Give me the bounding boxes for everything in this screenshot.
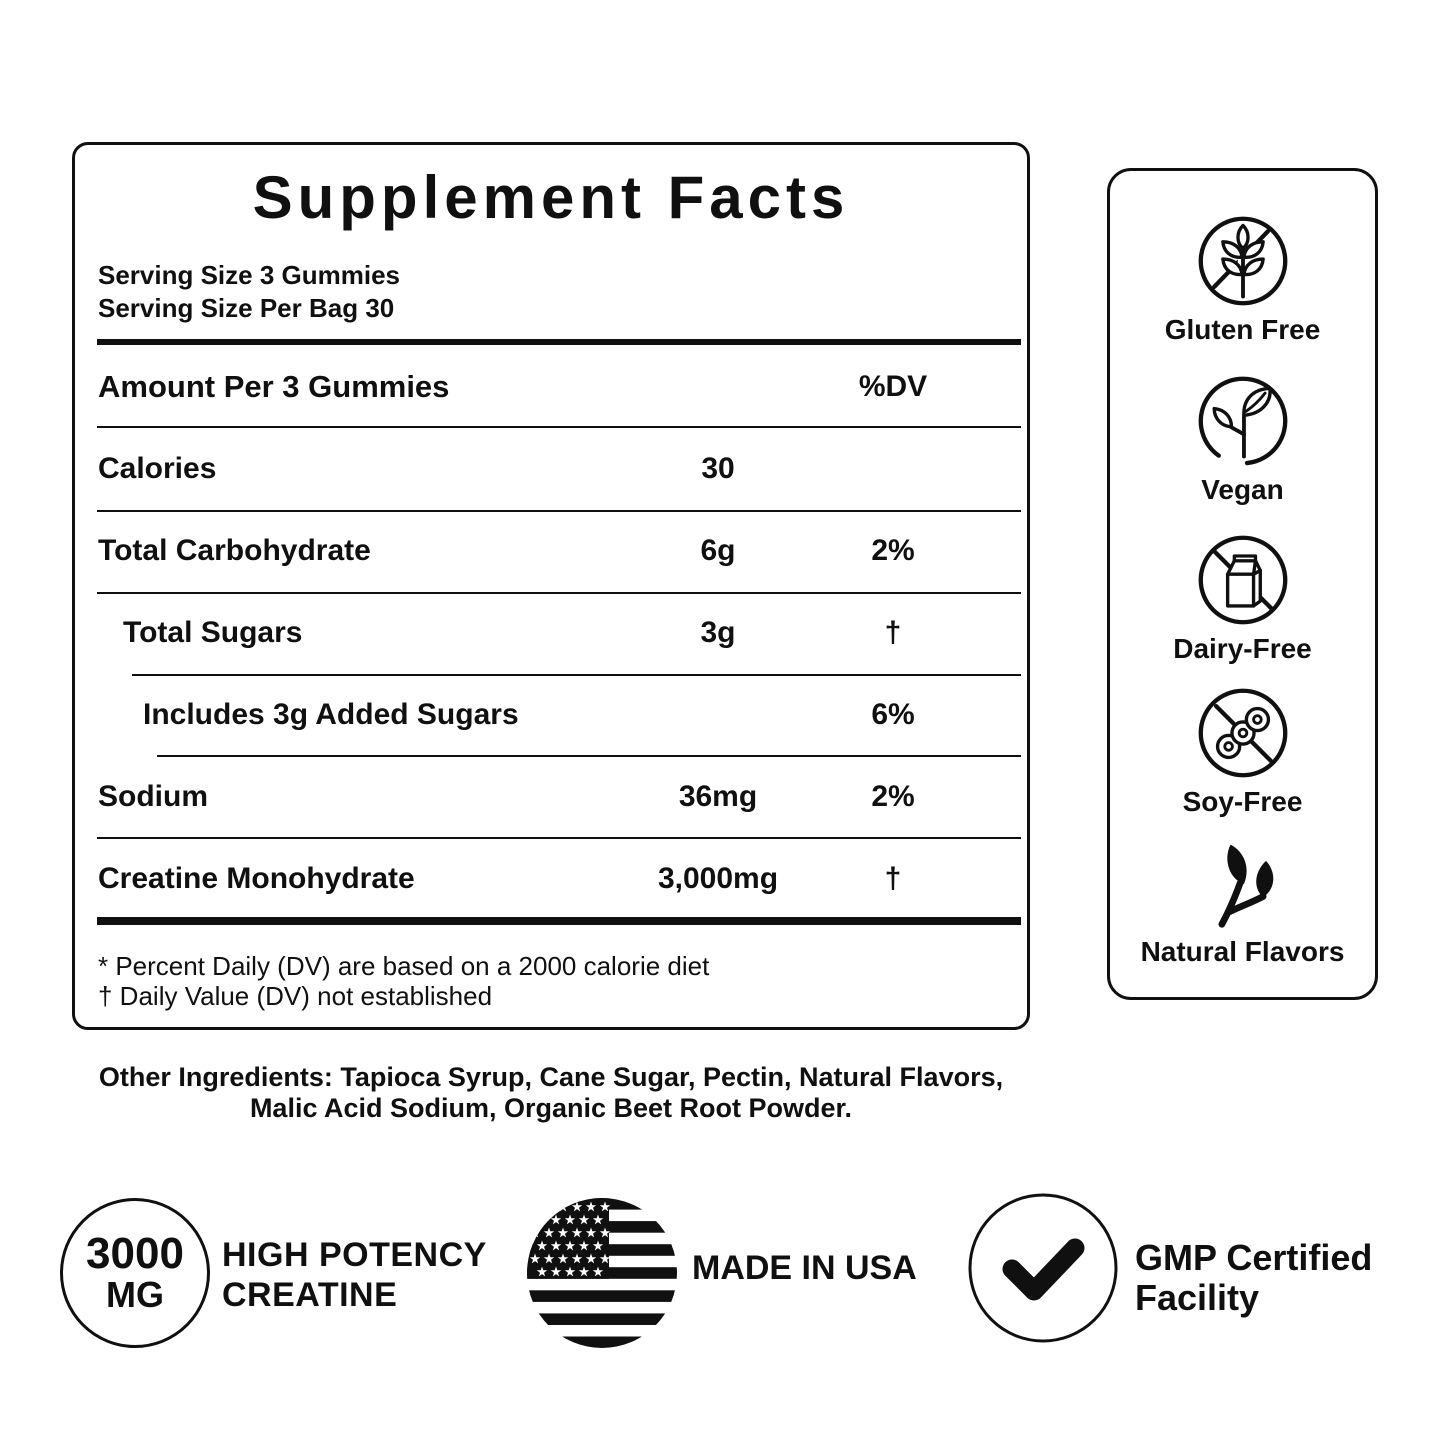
leaves-icon bbox=[1218, 844, 1273, 928]
dv-header: %DV bbox=[858, 370, 928, 403]
servings-per-bag-line: Serving Size Per Bag 30 bbox=[98, 293, 395, 323]
nutrient-amount: 30 bbox=[701, 452, 735, 485]
divider-indented bbox=[157, 755, 1021, 757]
claim-label: Soy-Free bbox=[1182, 786, 1303, 817]
table-row: Creatine Monohydrate 3,000mg † bbox=[75, 857, 1027, 901]
panel-title: Supplement Facts bbox=[252, 164, 850, 231]
nutrient-label: Total Carbohydrate bbox=[98, 534, 371, 567]
nutrient-dv: † bbox=[884, 616, 902, 649]
nutrient-amount: 36mg bbox=[678, 780, 758, 813]
divider bbox=[97, 510, 1021, 512]
nutrient-amount: 3g bbox=[700, 616, 736, 649]
made-in-usa-text: MADE IN USA bbox=[692, 1249, 917, 1287]
sprout-icon bbox=[1198, 376, 1287, 466]
wheat-crossed-icon bbox=[1198, 216, 1287, 306]
claim-label: Gluten Free bbox=[1164, 314, 1321, 345]
supplement-facts-panel: Supplement Facts Serving Size 3 Gummies … bbox=[72, 142, 1030, 1030]
nutrient-dv: 2% bbox=[871, 534, 915, 567]
table-row: Sodium 36mg 2% bbox=[75, 775, 1027, 819]
table-header-row: Amount Per 3 Gummies %DV bbox=[75, 367, 1027, 407]
divider bbox=[97, 837, 1021, 839]
thick-divider-bottom bbox=[97, 917, 1021, 925]
nutrient-label: Sodium bbox=[98, 780, 208, 813]
nutrient-label: Creatine Monohydrate bbox=[98, 862, 415, 895]
nutrient-dv: 6% bbox=[871, 698, 915, 731]
nutrient-amount: 6g bbox=[700, 534, 736, 567]
gmp-certified-text: GMP Certified Facility bbox=[1135, 1238, 1372, 1318]
divider bbox=[97, 592, 1021, 594]
usa-flag-icon bbox=[527, 1198, 677, 1348]
potency-mg-value: 3000 bbox=[86, 1229, 184, 1278]
potency-badge-text: HIGH POTENCY CREATINE bbox=[222, 1235, 487, 1315]
other-ingredients-line2: Malic Acid Sodium, Organic Beet Root Pow… bbox=[249, 1093, 853, 1123]
divider-indented bbox=[132, 674, 1021, 676]
footnotes: * Percent Daily (DV) are based on a 2000… bbox=[98, 951, 709, 1011]
milk-carton-crossed-icon bbox=[1198, 535, 1287, 625]
divider bbox=[97, 426, 1021, 428]
claim-label: Natural Flavors bbox=[1140, 936, 1345, 967]
serving-size-line: Serving Size 3 Gummies bbox=[98, 260, 401, 290]
footnote-dv-not-established: † Daily Value (DV) not established bbox=[98, 981, 493, 1011]
nutrient-dv: † bbox=[884, 862, 902, 895]
gmp-text-line2: Facility bbox=[1135, 1277, 1260, 1318]
nutrient-amount: 3,000mg bbox=[657, 862, 779, 895]
table-row: Includes 3g Added Sugars 6% bbox=[75, 693, 1027, 737]
potency-mg-unit: MG bbox=[106, 1274, 164, 1315]
gmp-text-line1: GMP Certified bbox=[1135, 1237, 1373, 1278]
claim-label: Vegan bbox=[1201, 474, 1284, 505]
table-row: Total Sugars 3g † bbox=[75, 611, 1027, 655]
table-row: Total Carbohydrate 6g 2% bbox=[75, 529, 1027, 573]
potency-badge-circle: 3000 MG bbox=[60, 1198, 210, 1348]
potency-text-line1: HIGH POTENCY bbox=[222, 1236, 487, 1274]
claim-label: Dairy-Free bbox=[1173, 633, 1312, 664]
potency-text-line2: CREATINE bbox=[222, 1276, 398, 1314]
table-row: Calories 30 bbox=[75, 447, 1027, 491]
amount-per-header: Amount Per 3 Gummies bbox=[98, 369, 450, 404]
soy-pod-crossed-icon bbox=[1198, 688, 1287, 778]
claims-sidebar: Gluten Free Vegan bbox=[1107, 168, 1378, 1000]
other-ingredients: Other Ingredients: Tapioca Syrup, Cane S… bbox=[72, 1062, 1030, 1124]
claim-dairy-free: Dairy-Free bbox=[1110, 532, 1375, 665]
claim-soy-free: Soy-Free bbox=[1110, 685, 1375, 818]
nutrient-dv: 2% bbox=[871, 780, 915, 813]
thick-divider-top bbox=[97, 339, 1021, 345]
footnote-dv-basis: * Percent Daily (DV) are based on a 2000… bbox=[98, 951, 710, 981]
claim-vegan: Vegan bbox=[1110, 373, 1375, 506]
nutrient-label: Total Sugars bbox=[123, 616, 303, 649]
other-ingredients-line1: Other Ingredients: Tapioca Syrup, Cane S… bbox=[98, 1062, 1004, 1092]
claim-natural-flavors: Natural Flavors bbox=[1110, 835, 1375, 968]
nutrient-label: Calories bbox=[98, 452, 217, 485]
claim-gluten-free: Gluten Free bbox=[1110, 213, 1375, 346]
nutrient-label: Includes 3g Added Sugars bbox=[143, 698, 519, 731]
serving-info: Serving Size 3 Gummies Serving Size Per … bbox=[98, 259, 400, 325]
checkmark-icon bbox=[968, 1193, 1118, 1343]
